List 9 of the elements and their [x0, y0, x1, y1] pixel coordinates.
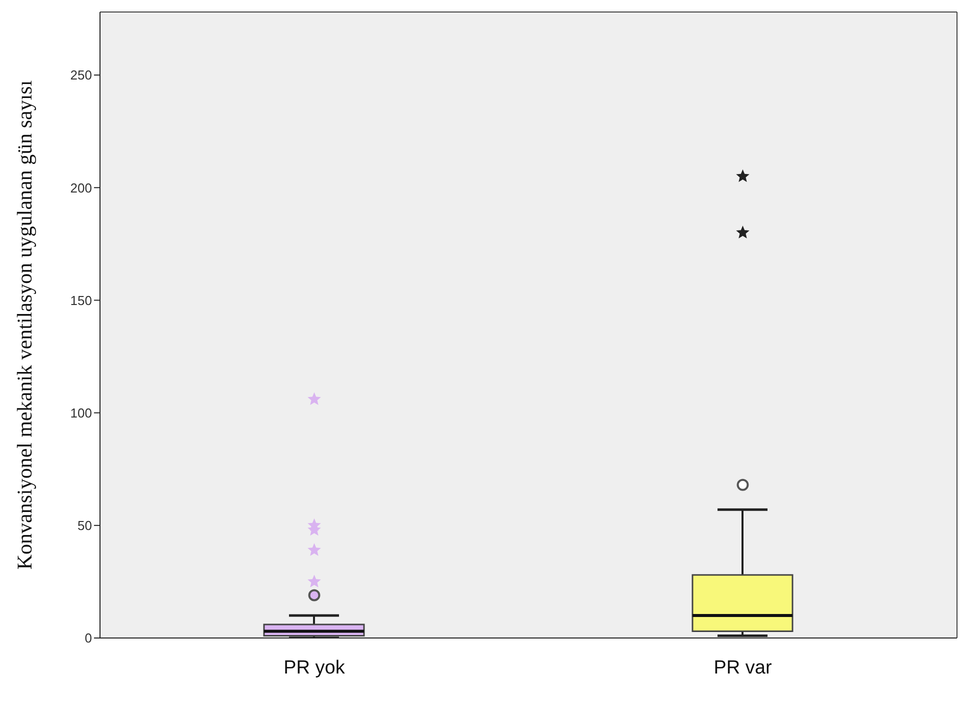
- y-tick-label: 50: [78, 518, 92, 534]
- x-tick-label: PR var: [714, 657, 772, 678]
- y-tick-label: 250: [70, 68, 92, 83]
- y-axis-title: Konvansiyonel mekanik ventilasyon uygulanan gün sayısı: [12, 80, 36, 570]
- x-tick-label: PR yok: [284, 657, 346, 678]
- y-tick-label: 200: [70, 180, 92, 196]
- y-tick-label: 100: [70, 405, 92, 420]
- y-tick-label: 150: [70, 292, 92, 308]
- y-tick-label: 0: [84, 630, 92, 646]
